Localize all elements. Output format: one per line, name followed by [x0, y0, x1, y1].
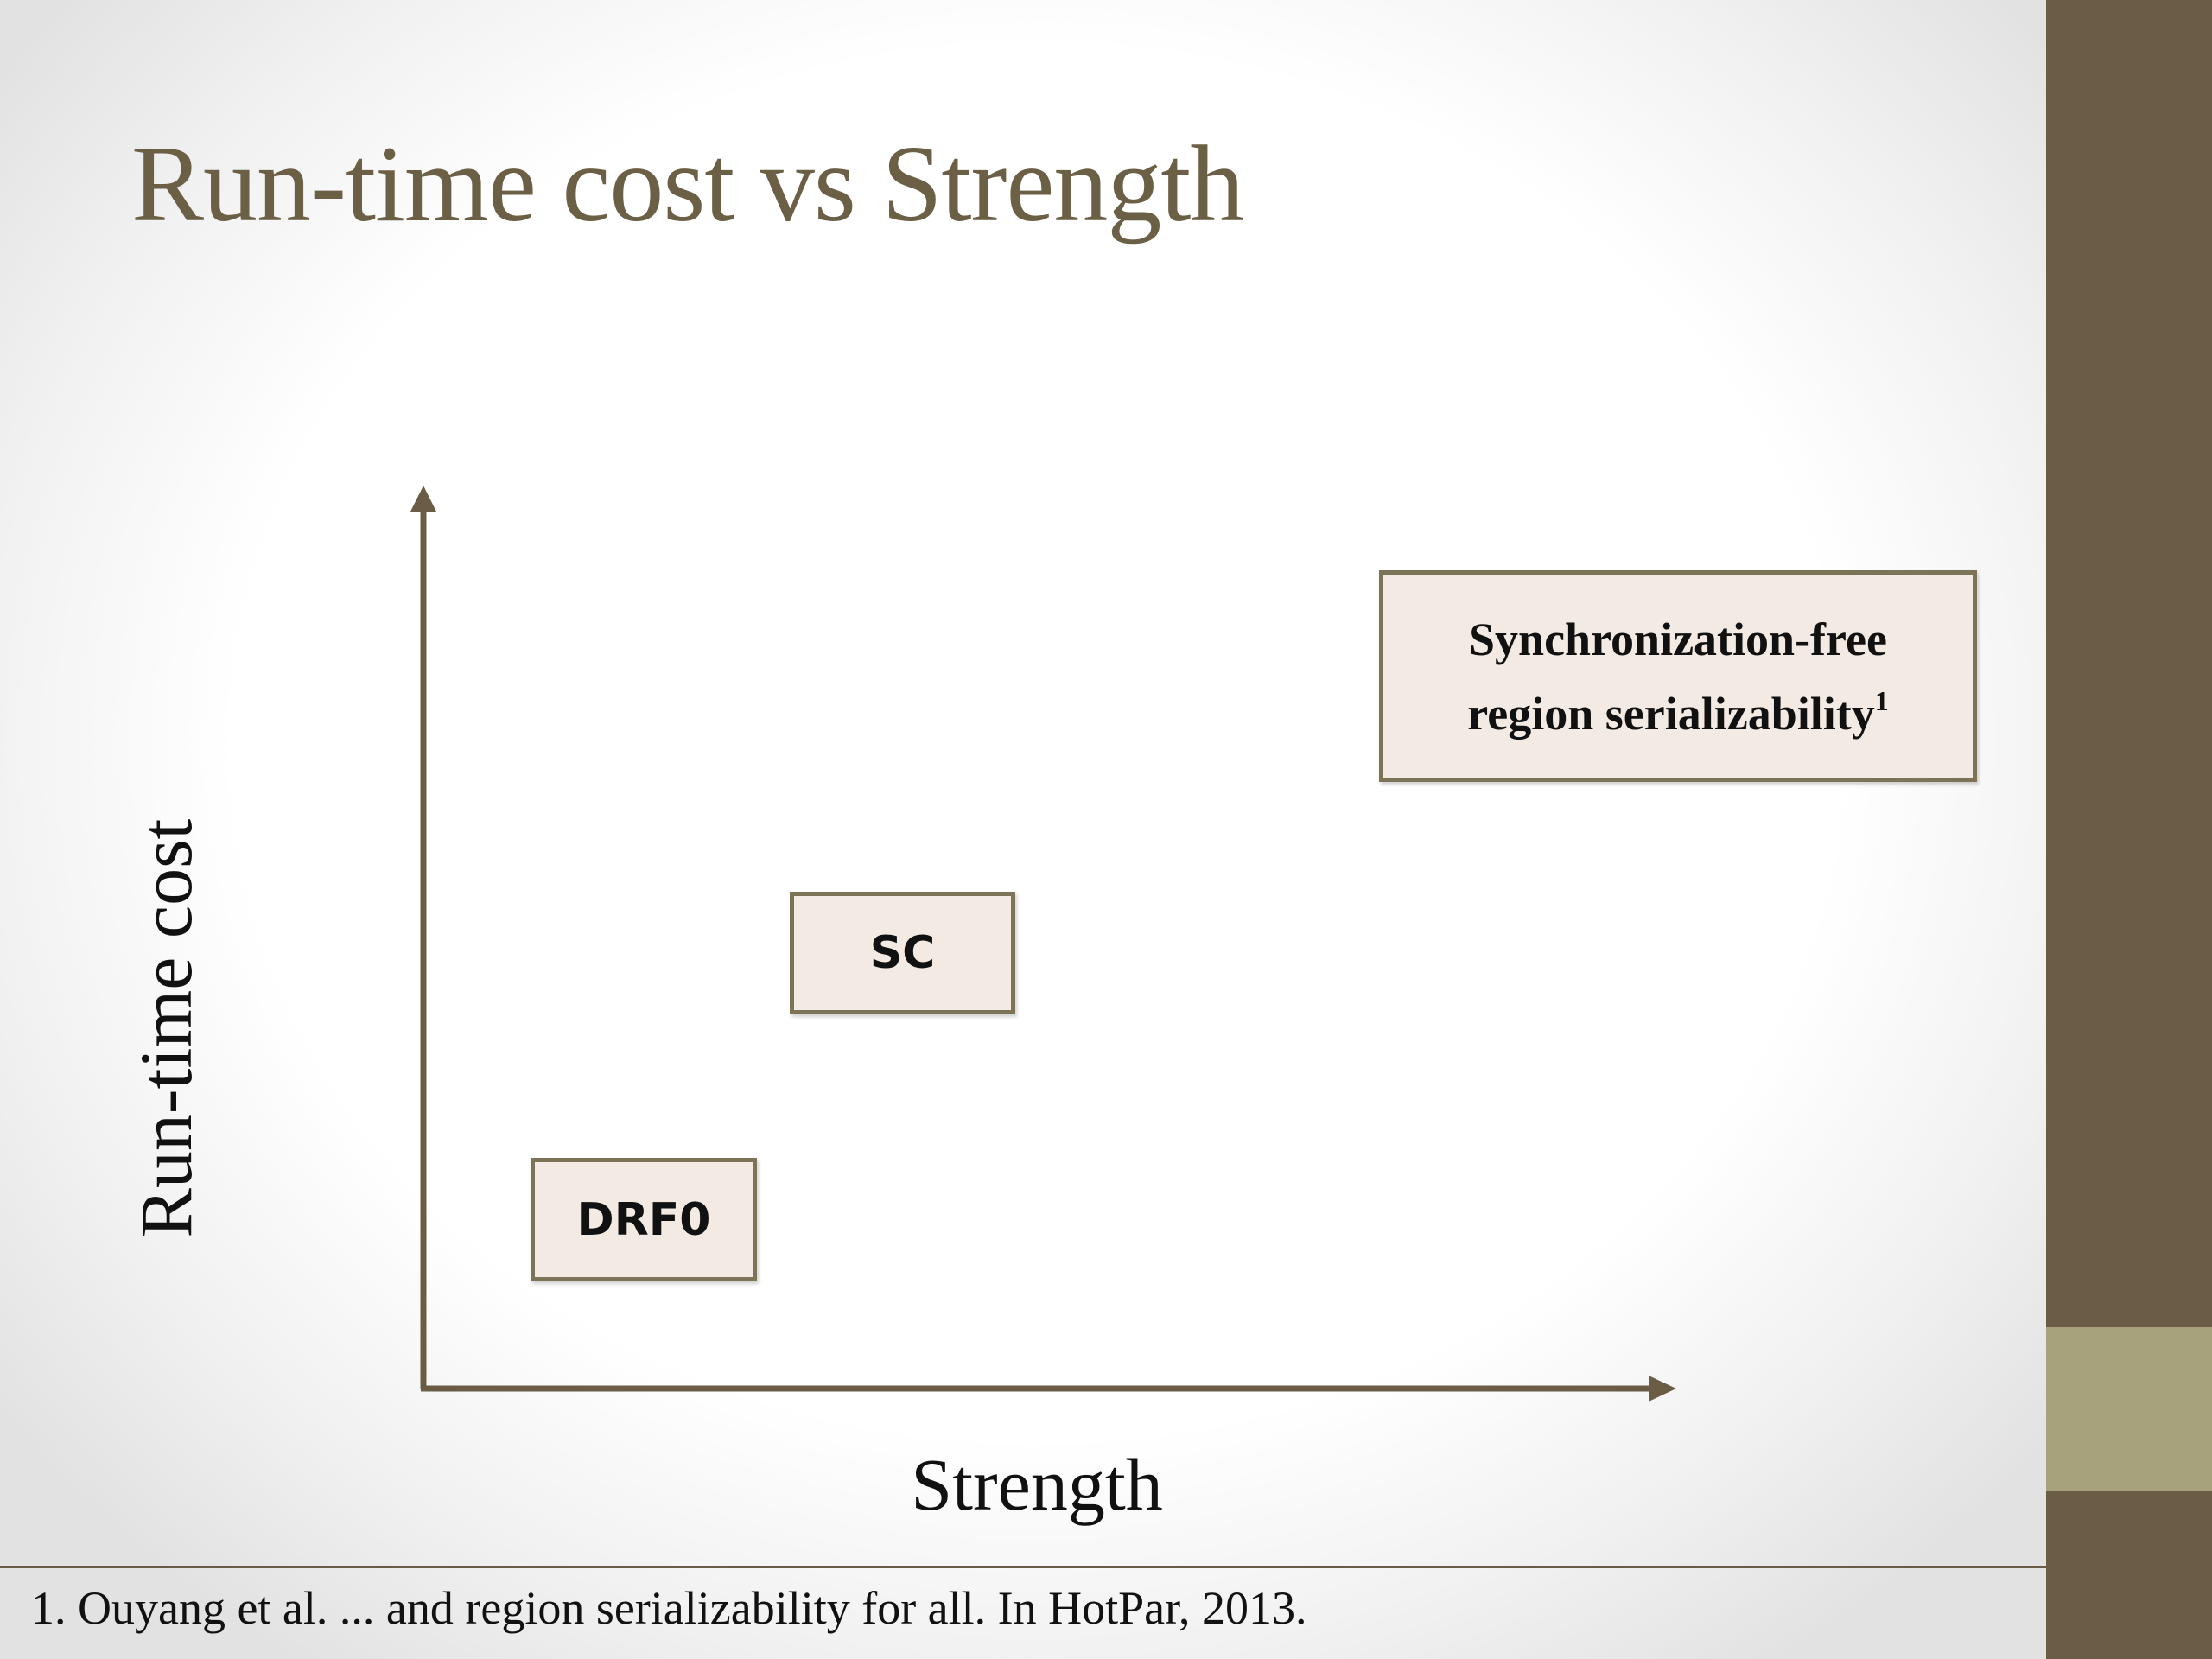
y-axis-arrowhead [410, 486, 436, 512]
drf0-label: DRF0 [576, 1193, 711, 1246]
x-axis-arrowhead [1649, 1376, 1676, 1402]
sfrs-label-line1: Synchronization-free [1469, 613, 1887, 665]
side-accent-block [2046, 1327, 2212, 1491]
y-axis-label: Run-time cost [124, 818, 207, 1238]
sc-label: SC [869, 927, 936, 979]
footer-divider [0, 1566, 2046, 1568]
sfrs-label-line2-wrap: region serializability1 [1467, 677, 1888, 751]
slide-title: Run-time cost vs Strength [131, 124, 1244, 245]
sfrs-box: Synchronization-free region serializabil… [1379, 570, 1977, 782]
footnote-marker: 1 [1874, 684, 1889, 716]
footnote-text: 1. Ouyang et al. ... and region serializ… [31, 1582, 1307, 1634]
sfrs-label-line2: region serializability [1467, 687, 1875, 740]
x-axis-label: Strength [911, 1443, 1163, 1526]
drf0-box: DRF0 [531, 1158, 757, 1281]
sc-box: SC [790, 892, 1015, 1014]
